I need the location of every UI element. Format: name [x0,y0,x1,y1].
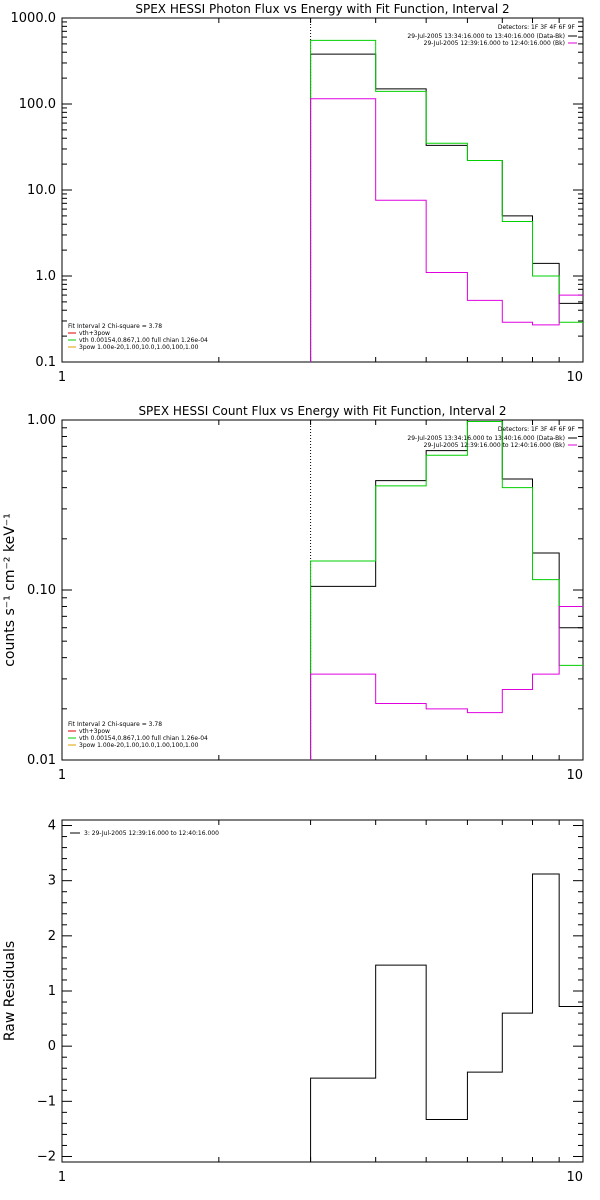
detectors-label: Detectors: 1F 3F 4F 6F 9F [498,24,576,31]
fit-legend-label: vth 0.00154,0.867,1.00 full chian 1.26e-… [79,735,208,742]
y-tick-label: 1.0 [35,269,56,284]
data-legend-label: 29-Jul-2005 13:34:16.000 to 13:40:16.000… [407,435,565,442]
series-1-line [310,873,583,1162]
fit-legend-label: vth 0.00154,0.867,1.00 full chian 1.26e-… [79,337,208,344]
y-tick-label: 0 [48,1039,56,1054]
fit-legend-title: Fit Interval 2 Chi-square = 3.78 [68,721,162,728]
series-3-line [310,605,583,760]
fit-legend-label: 3pow 1.00e-20,1.00,10.0,1.00,100,1.00 [79,344,199,351]
y-axis-label: Raw Residuals [2,941,18,1041]
y-tick-label: 1.00 [27,413,56,428]
y-tick-label: 0.1 [35,355,56,370]
y-tick-label: 1000.0 [11,11,57,26]
panel-1: SPEX HESSI Photon Flux vs Energy with Fi… [11,2,584,385]
y-tick-label: 0.10 [27,583,56,598]
fit-legend-title: Fit Interval 2 Chi-square = 3.78 [68,323,162,330]
x-tick-label: 1 [58,370,66,385]
x-tick-label: 1 [58,768,66,783]
panel-2: SPEX HESSI Count Flux vs Energy with Fit… [2,404,584,783]
series-1-line [310,53,583,362]
series-3-line [310,98,583,362]
data-legend-label: 29-Jul-2005 12:39:16.000 to 12:40:16.000… [424,40,565,47]
x-tick-label: 1 [58,1170,66,1185]
x-tick-label: 10 [566,768,583,783]
fit-legend-label: vth+3pow [79,728,110,735]
y-tick-label: 1 [48,984,56,999]
plot-frame [61,419,584,761]
data-legend-label: 29-Jul-2005 12:39:16.000 to 12:40:16.000… [424,442,565,449]
fit-legend-label: 3pow 1.00e-20,1.00,10.0,1.00,100,1.00 [79,742,199,749]
y-tick-label: −2 [37,1149,56,1164]
x-tick-label: 10 [566,1170,583,1185]
data-legend-label: 29-Jul-2005 13:34:16.000 to 13:40:16.000… [407,33,565,40]
detectors-label: Detectors: 1F 3F 4F 6F 9F [498,426,576,433]
y-tick-label: 4 [48,819,56,834]
x-tick-label: 10 [566,370,583,385]
y-axis-label: counts s⁻¹ cm⁻² keV⁻¹ [2,513,18,667]
chart-title: SPEX HESSI Photon Flux vs Energy with Fi… [135,2,509,16]
y-tick-label: 100.0 [19,97,56,112]
chart-title: SPEX HESSI Count Flux vs Energy with Fit… [138,404,506,418]
plot-frame [61,17,584,363]
residual-legend-label: 3: 29-Jul-2005 12:39:16.000 to 12:40:16.… [84,830,219,837]
y-tick-label: 10.0 [27,183,56,198]
plot-frame [61,819,584,1163]
panel-3: Raw Residuals −2 −1 0 1 2 3 4 1 10 3: 29-Jul-2005 … [2,819,584,1185]
y-tick-label: 2 [48,929,56,944]
y-tick-label: 0.01 [27,753,56,768]
fit-legend-label: vth+3pow [79,330,110,337]
y-tick-label: 3 [48,874,56,889]
series-2-line [310,420,583,760]
y-tick-label: −1 [37,1094,56,1109]
series-2-line [310,39,583,362]
